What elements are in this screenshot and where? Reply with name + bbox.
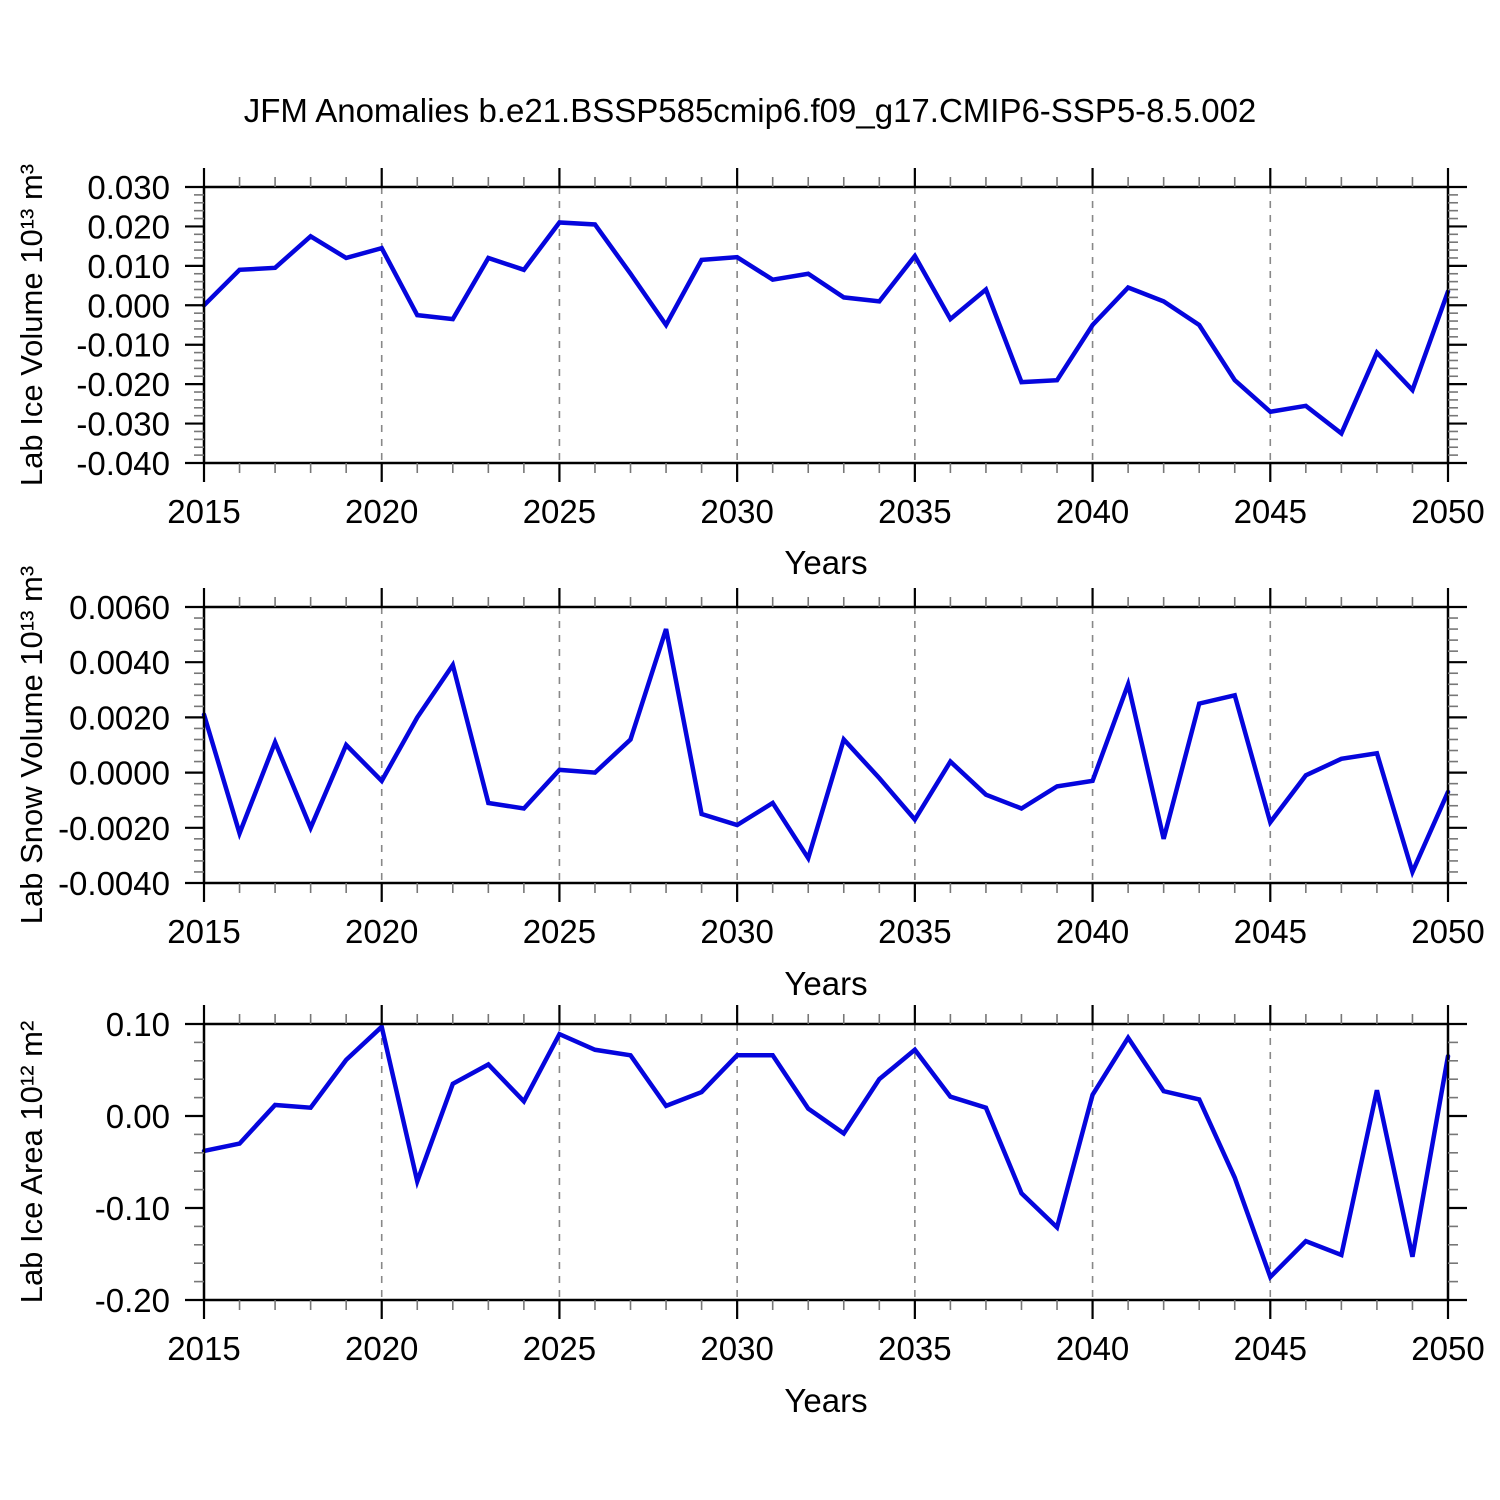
x-tick-label: 2020 (345, 1330, 418, 1367)
x-tick-label: 2025 (523, 493, 596, 530)
y-tick-label: 0.0060 (69, 589, 170, 626)
y-tick-label: -0.010 (76, 327, 170, 364)
x-tick-label: 2045 (1234, 913, 1307, 950)
x-tick-label: 2035 (878, 1330, 951, 1367)
x-tick-label: 2020 (345, 493, 418, 530)
data-series-line (201, 628, 1451, 879)
snow-volume-plot: 0.0060 0.0040 0.0020 0.0000 -0.0020 -0.0040 20… (58, 588, 1485, 950)
y-tick-label: 0.0000 (69, 755, 170, 792)
y-tick-label: -0.0040 (58, 865, 170, 902)
x-tick-label: 2045 (1234, 1330, 1307, 1367)
x-tick-label: 2040 (1056, 1330, 1129, 1367)
y-tick-label: -0.040 (76, 445, 170, 482)
y-tick-label: 0.020 (87, 208, 170, 245)
x-axis-label-snow-volume: Years (784, 965, 868, 1002)
plot-frame (202, 1022, 1450, 1302)
plot-frame (202, 185, 1450, 465)
y-tick-label: -0.030 (76, 406, 170, 443)
x-tick-label: 2050 (1411, 913, 1484, 950)
x-tick-label: 2020 (345, 913, 418, 950)
x-tick-label: 2015 (167, 493, 240, 530)
y-tick-label: 0.00 (106, 1098, 170, 1135)
y-tick-label: 0.0020 (69, 699, 170, 736)
y-tick-label: -0.0020 (58, 810, 170, 847)
x-tick-label: 2030 (700, 1330, 773, 1367)
y-tick-label: -0.10 (95, 1190, 170, 1227)
y-tick-label: -0.020 (76, 366, 170, 403)
x-tick-label: 2025 (523, 913, 596, 950)
ice-volume-plot: 0.0300.0200.0100.000-0.010-0.020-0.030-0… (76, 168, 1485, 530)
x-tick-label: 2035 (878, 493, 951, 530)
x-axis-label-ice-area: Years (784, 1382, 868, 1419)
y-tick-label: 0.10 (106, 1006, 170, 1043)
x-tick-label: 2030 (700, 493, 773, 530)
x-tick-label: 2050 (1411, 1330, 1484, 1367)
ice-area-plot: 0.10 0.00 -0.10 -0.20 2015 2020 2025 2030 2035 20… (95, 1005, 1485, 1367)
plot-frame (202, 605, 1450, 885)
y-tick-label: 0.000 (87, 287, 170, 324)
x-tick-label: 2040 (1056, 913, 1129, 950)
data-series-line (201, 1022, 1451, 1282)
x-tick-label: 2045 (1234, 493, 1307, 530)
chart-title: JFM Anomalies b.e21.BSSP585cmip6.f09_g17… (243, 92, 1257, 129)
y-tick-label: 0.010 (87, 248, 170, 285)
x-tick-label: 2030 (700, 913, 773, 950)
data-series-line (201, 220, 1451, 437)
x-tick-label: 2015 (167, 1330, 240, 1367)
y-tick-label: 0.0040 (69, 644, 170, 681)
x-tick-label: 2025 (523, 1330, 596, 1367)
y-tick-label: -0.20 (95, 1282, 170, 1319)
x-tick-label: 2040 (1056, 493, 1129, 530)
x-tick-label: 2015 (167, 913, 240, 950)
x-axis-label-ice-volume: Years (784, 544, 868, 581)
x-tick-label: 2050 (1411, 493, 1484, 530)
x-tick-label: 2035 (878, 913, 951, 950)
y-tick-label: 0.030 (87, 169, 170, 206)
